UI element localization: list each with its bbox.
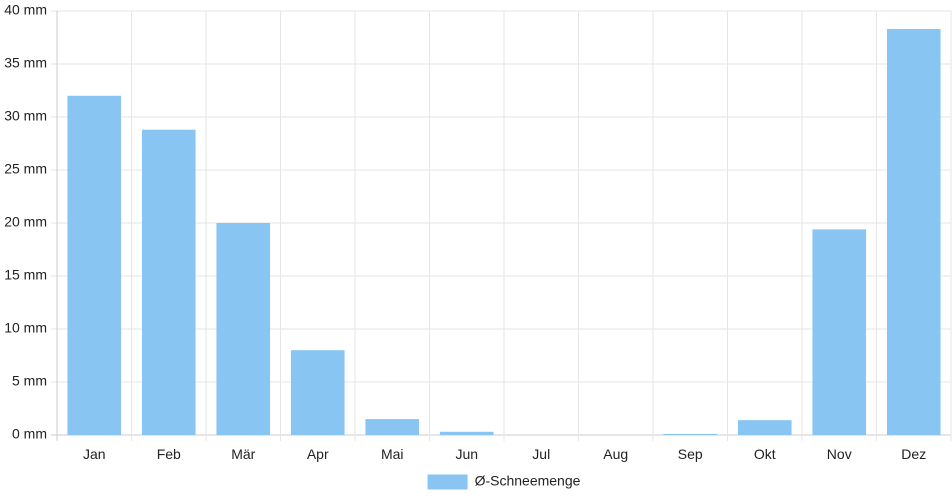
grid-lines xyxy=(51,10,952,441)
axes: 0 mm 5 mm 10 mm 15 mm 20 mm 25 mm 30 mm 35 mm 40… xyxy=(4,2,926,462)
legend: Ø-Schneemenge xyxy=(427,473,581,490)
bar-apr[interactable] xyxy=(290,350,345,435)
bar-mai[interactable] xyxy=(365,419,420,435)
y-tick-label: 10 mm xyxy=(4,320,47,336)
x-tick-label: Mai xyxy=(381,446,404,462)
x-tick-label: Nov xyxy=(827,446,852,462)
y-tick-label: 5 mm xyxy=(12,373,47,389)
bar-sep[interactable] xyxy=(663,433,718,435)
x-tick-label: Aug xyxy=(603,446,628,462)
x-tick-label: Sep xyxy=(678,446,703,462)
x-tick-label: Okt xyxy=(754,446,776,462)
bar-dez[interactable] xyxy=(886,29,941,436)
y-tick-label: 35 mm xyxy=(4,55,47,71)
bars xyxy=(67,29,941,436)
x-tick-label: Mär xyxy=(231,446,255,462)
legend-swatch[interactable] xyxy=(427,474,468,490)
y-tick-label: 0 mm xyxy=(12,426,47,442)
y-tick-label: 20 mm xyxy=(4,214,47,230)
bar-jun[interactable] xyxy=(439,431,494,435)
x-tick-label: Apr xyxy=(307,446,329,462)
legend-label: Ø-Schneemenge xyxy=(475,473,581,489)
y-tick-label: 40 mm xyxy=(4,2,47,18)
bar-feb[interactable] xyxy=(141,129,196,435)
y-tick-label: 15 mm xyxy=(4,267,47,283)
bar-nov[interactable] xyxy=(812,229,867,435)
bar-jan[interactable] xyxy=(67,95,122,436)
x-tick-label: Jan xyxy=(83,446,106,462)
x-tick-label: Jul xyxy=(532,446,550,462)
y-tick-label: 25 mm xyxy=(4,161,47,177)
bar-okt[interactable] xyxy=(737,420,792,435)
x-tick-label: Jun xyxy=(455,446,478,462)
y-tick-label: 30 mm xyxy=(4,108,47,124)
bar-mär[interactable] xyxy=(216,223,271,435)
x-tick-label: Dez xyxy=(901,446,926,462)
x-tick-label: Feb xyxy=(157,446,181,462)
